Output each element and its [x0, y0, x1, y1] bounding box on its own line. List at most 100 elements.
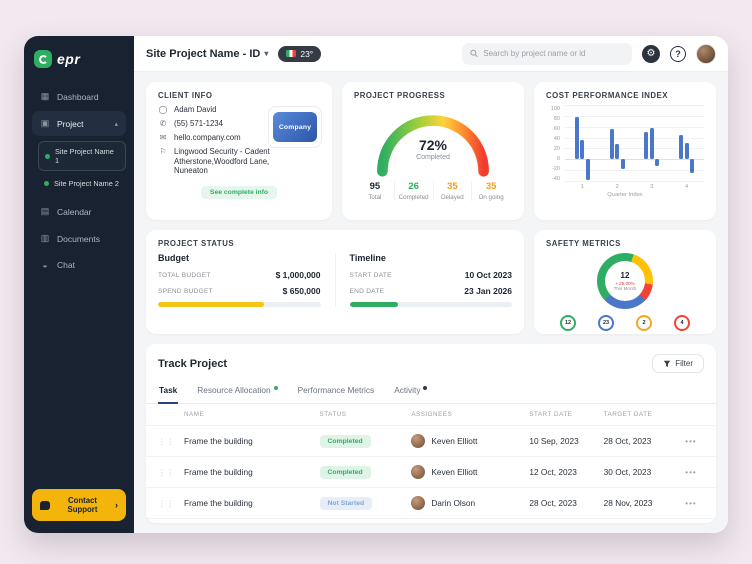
card-title: PROJECT STATUS: [158, 239, 235, 248]
legend-low-risk: 12 Low Risk: [550, 315, 586, 334]
table-row: ⋮⋮ Frame the building Not Started Darin …: [146, 488, 716, 519]
client-email-row: ✉ hello.company.com: [159, 133, 241, 142]
status-badge: Completed: [319, 465, 371, 479]
assignee-cell: Keven Elliott: [411, 434, 529, 448]
sidebar-item-calendar[interactable]: ▤ Calendar: [40, 206, 92, 217]
tab-performance-metrics[interactable]: Performance Metrics: [297, 385, 375, 395]
total-budget-row: TOTAL BUDGET $ 1,000,000: [158, 270, 321, 280]
budget-section: Budget TOTAL BUDGET $ 1,000,000 SPEND BU…: [158, 253, 321, 307]
end-date-row: END DATE 23 Jan 2026: [349, 286, 513, 296]
search-box: [462, 42, 632, 65]
chevron-down-icon: ▾: [264, 49, 269, 58]
main-content: CLIENT INFO ◯ Adam David ✆ (55) 571-1234…: [134, 72, 728, 533]
project-selector[interactable]: Site Project Name - ID ▾: [146, 47, 269, 60]
cpi-bar: [620, 159, 625, 170]
timeline-progress-bar: [349, 302, 512, 307]
client-phone-row: ✆ (55) 571-1234: [159, 119, 223, 128]
progress-percent-label: Completed: [416, 154, 450, 161]
cards-row-1: CLIENT INFO ◯ Adam David ✆ (55) 571-1234…: [146, 82, 716, 220]
cpi-bar: [649, 127, 654, 160]
chat-icon: ◒: [42, 260, 48, 270]
assignee-cell: Keven Elliott: [411, 465, 529, 479]
green-dot-icon: [45, 153, 50, 159]
start-date: 12 Oct, 2023: [529, 467, 577, 477]
settings-button[interactable]: ⚙: [642, 44, 660, 63]
sidebar-item-site-project-1[interactable]: Site Project Name 1: [38, 141, 126, 171]
cpi-ylabels: 100 80 60 40 20 0 -20 -40: [550, 106, 560, 183]
search-input[interactable]: [483, 49, 624, 58]
company-logo-frame: Company: [268, 106, 322, 148]
app-window: epr ▦ Dashboard ▣ Project ▴ Site Project…: [24, 36, 728, 533]
sidebar-item-documents[interactable]: ▥ Documents: [40, 233, 100, 244]
logo-text: epr: [57, 51, 81, 67]
stat-total: 95 Total: [368, 181, 382, 201]
legend-high-risk: 4 High Risk: [664, 315, 700, 334]
filter-button[interactable]: Filter: [652, 354, 704, 373]
green-dot-icon: [44, 181, 49, 186]
drag-handle-icon[interactable]: ⋮⋮: [158, 498, 175, 508]
row-actions-button[interactable]: •••: [678, 499, 704, 508]
documents-icon: ▥: [40, 233, 50, 243]
cpi-bar: [574, 116, 579, 160]
drag-handle-icon[interactable]: ⋮⋮: [158, 467, 175, 477]
cpi-xaxis-label: Quarter Index: [607, 192, 643, 198]
sidebar-item-chat[interactable]: ◒ Chat: [32, 253, 126, 277]
client-name-row: ◯ Adam David: [158, 105, 217, 114]
tab-dot-icon: [273, 386, 278, 390]
assignee-cell: Darin Olson: [411, 496, 529, 510]
app-logo: epr: [32, 48, 126, 68]
gear-icon: ⚙: [646, 48, 656, 59]
cpi-bar: [644, 132, 649, 160]
mail-icon: ✉: [159, 133, 167, 142]
progress-stats: 95 Total 26 Completed 35 Delayed 35: [354, 181, 512, 201]
tab-dot-icon: [423, 386, 428, 390]
cpi-bar: [655, 159, 660, 166]
card-title: SAFETY METRICS: [546, 239, 621, 248]
cpi-bar: [679, 134, 684, 160]
row-actions-button[interactable]: •••: [678, 468, 704, 477]
table-row: ⋮⋮ Frame the building Completed Keven El…: [146, 426, 716, 457]
track-project-card: Track Project Filter Task Resource Alloc…: [146, 344, 716, 523]
safety-center-label: This Month: [613, 285, 637, 291]
assignee-avatar: [411, 465, 426, 479]
budget-progress-bar: [158, 302, 321, 307]
chevron-up-icon: ▴: [114, 120, 118, 128]
safety-legend: 12 Low Risk 23 Medium Risk 2 Moderate Ri…: [546, 315, 704, 334]
divider: [334, 253, 336, 307]
cpi-bar: [615, 144, 620, 160]
user-avatar[interactable]: [696, 43, 716, 64]
phone-icon: ✆: [159, 119, 167, 128]
see-complete-info-link[interactable]: See complete info: [200, 186, 278, 200]
legend-moderate-risk: 2 Moderate Risk: [626, 315, 662, 334]
drag-handle-icon[interactable]: ⋮⋮: [158, 436, 175, 446]
sidebar: epr ▦ Dashboard ▣ Project ▴ Site Project…: [24, 36, 134, 533]
safety-donut-chart: 12 + 25.00% This Month: [597, 253, 653, 309]
top-bar: Site Project Name - ID ▾ 23° ⚙ ?: [134, 36, 728, 72]
status-badge: Not Started: [319, 496, 373, 510]
track-tabs: Task Resource Allocation Performance Met…: [146, 380, 716, 404]
tab-resource-allocation[interactable]: Resource Allocation: [196, 380, 278, 403]
stat-completed: 26 Completed: [393, 181, 433, 201]
timeline-section: Timeline START DATE 10 Oct 2023 END DATE…: [349, 253, 513, 307]
sidebar-item-project[interactable]: ▣ Project ▴: [32, 111, 126, 136]
progress-percent: 72%: [418, 137, 448, 153]
tab-activity[interactable]: Activity: [393, 380, 428, 403]
assignee-avatar: [411, 496, 426, 510]
safety-metrics-card: SAFETY METRICS 12 + 25.00% This Month 12…: [534, 230, 716, 334]
cpi-plot: [565, 105, 704, 182]
row-actions-button[interactable]: •••: [678, 437, 704, 446]
contact-support-button[interactable]: Contact Support ›: [32, 489, 126, 521]
filter-icon: [664, 360, 671, 367]
sidebar-item-dashboard[interactable]: ▦ Dashboard: [40, 91, 99, 102]
help-button[interactable]: ?: [670, 45, 686, 62]
question-icon: ?: [675, 48, 681, 59]
table-row: ⋮⋮ Frame the building Not Started Keven …: [146, 519, 716, 523]
card-title: COST PERFORMANCE INDEX: [546, 91, 668, 100]
sidebar-item-site-project-2[interactable]: Site Project Name 2: [38, 174, 126, 193]
project-progress-card: PROJECT PROGRESS: [342, 82, 524, 220]
flag-icon: [286, 50, 297, 57]
target-date: 30 Oct, 2023: [603, 467, 652, 477]
task-name: Frame the building: [184, 436, 253, 446]
stat-delayed: 35 Delayed: [432, 181, 472, 201]
tab-task[interactable]: Task: [158, 380, 179, 404]
